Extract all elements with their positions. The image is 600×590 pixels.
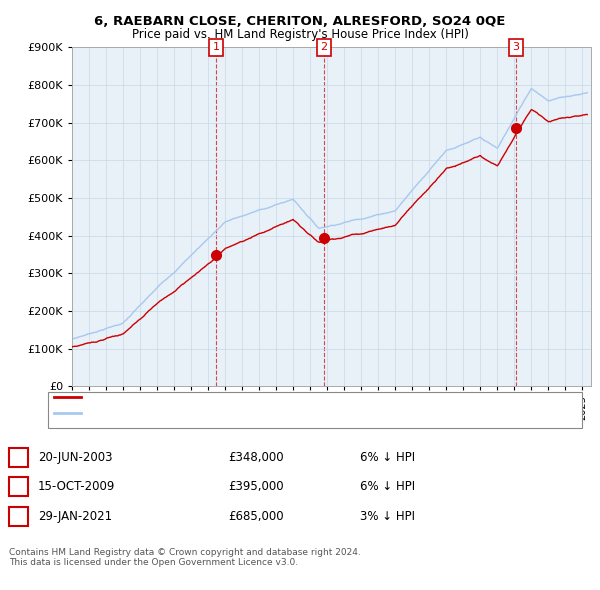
Text: 1: 1 bbox=[212, 42, 220, 52]
Text: 6, RAEBARN CLOSE, CHERITON, ALRESFORD, SO24 0QE: 6, RAEBARN CLOSE, CHERITON, ALRESFORD, S… bbox=[94, 15, 506, 28]
Text: £348,000: £348,000 bbox=[228, 451, 284, 464]
Text: Price paid vs. HM Land Registry's House Price Index (HPI): Price paid vs. HM Land Registry's House … bbox=[131, 28, 469, 41]
Text: £685,000: £685,000 bbox=[228, 510, 284, 523]
Text: 2: 2 bbox=[15, 480, 22, 493]
Text: Contains HM Land Registry data © Crown copyright and database right 2024.
This d: Contains HM Land Registry data © Crown c… bbox=[9, 548, 361, 567]
Text: 6, RAEBARN CLOSE, CHERITON, ALRESFORD, SO24 0QE (detached house): 6, RAEBARN CLOSE, CHERITON, ALRESFORD, S… bbox=[87, 392, 454, 402]
Text: 6% ↓ HPI: 6% ↓ HPI bbox=[360, 451, 415, 464]
Text: 3% ↓ HPI: 3% ↓ HPI bbox=[360, 510, 415, 523]
Text: 15-OCT-2009: 15-OCT-2009 bbox=[38, 480, 115, 493]
Text: 2: 2 bbox=[320, 42, 327, 52]
Text: 29-JAN-2021: 29-JAN-2021 bbox=[38, 510, 112, 523]
Text: 1: 1 bbox=[15, 451, 22, 464]
Text: 20-JUN-2003: 20-JUN-2003 bbox=[38, 451, 112, 464]
Text: HPI: Average price, detached house, Winchester: HPI: Average price, detached house, Winc… bbox=[87, 408, 328, 418]
Text: 3: 3 bbox=[15, 510, 22, 523]
Text: 3: 3 bbox=[512, 42, 519, 52]
Text: £395,000: £395,000 bbox=[228, 480, 284, 493]
Text: 6% ↓ HPI: 6% ↓ HPI bbox=[360, 480, 415, 493]
